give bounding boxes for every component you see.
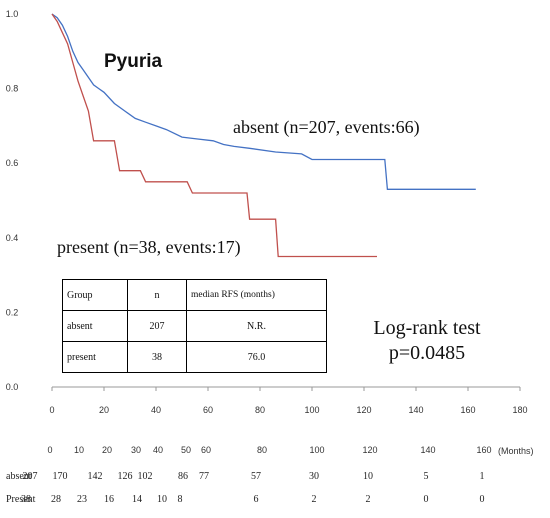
risk-count: 30 xyxy=(309,471,319,482)
x-tick-label: 0 xyxy=(49,405,54,415)
risk-time-label: 10 xyxy=(74,445,84,455)
y-tick-label: 0.6 xyxy=(6,158,19,168)
risk-count: 0 xyxy=(480,494,485,505)
chart-title: Pyuria xyxy=(104,51,163,72)
risk-count: 1 xyxy=(480,471,485,482)
x-tick-label: 140 xyxy=(408,405,423,415)
risk-count: 2 xyxy=(312,494,317,505)
y-tick-label: 0.4 xyxy=(6,233,19,243)
median-rfs-table: Group n median RFS (months) absent 207 N… xyxy=(62,279,327,373)
y-tick-label: 1.0 xyxy=(6,9,19,19)
table-cell-median: 76.0 xyxy=(186,341,327,373)
risk-count: 16 xyxy=(104,494,114,505)
risk-time-label: 0 xyxy=(47,445,52,455)
table-header-n: n xyxy=(127,279,187,311)
logrank-p: p=0.0485 xyxy=(388,342,466,364)
absent-series-line xyxy=(51,13,476,190)
y-tick-label: 0.2 xyxy=(6,307,19,317)
risk-count: 28 xyxy=(51,494,61,505)
risk-time-label: 160 xyxy=(476,445,491,455)
table-header-group: Group xyxy=(62,279,128,311)
risk-count: 23 xyxy=(77,494,87,505)
risk-count: 5 xyxy=(424,471,429,482)
risk-time-label: 140 xyxy=(420,445,435,455)
risk-count: 170 xyxy=(53,471,68,482)
risk-count: 102 xyxy=(138,471,153,482)
x-tick-label: 100 xyxy=(304,405,319,415)
table-header-row: Group n median RFS (months) xyxy=(62,279,327,311)
x-tick-label: 160 xyxy=(460,405,475,415)
risk-count: 10 xyxy=(157,494,167,505)
table-cell-group: present xyxy=(62,341,128,373)
risk-time-label: 80 xyxy=(257,445,267,455)
table-cell-median: N.R. xyxy=(186,310,327,342)
risk-time-label: 60 xyxy=(201,445,211,455)
x-tick-label: 60 xyxy=(203,405,213,415)
risk-count: 6 xyxy=(254,494,259,505)
table-header-median: median RFS (months) xyxy=(186,279,327,311)
present-series-line xyxy=(51,13,377,258)
x-tick-label: 80 xyxy=(255,405,265,415)
risk-count: 8 xyxy=(178,494,183,505)
risk-time-label: 40 xyxy=(153,445,163,455)
risk-time-label: 100 xyxy=(309,445,324,455)
table-cell-n: 38 xyxy=(127,341,187,373)
y-tick-label: 0.0 xyxy=(6,382,19,392)
risk-count: 10 xyxy=(363,471,373,482)
table-cell-n: 207 xyxy=(127,310,187,342)
x-tick-label: 20 xyxy=(99,405,109,415)
risk-time-label: 50 xyxy=(181,445,191,455)
table-row: present 38 76.0 xyxy=(62,341,327,373)
risk-time-label: 30 xyxy=(131,445,141,455)
x-tick-label: 40 xyxy=(151,405,161,415)
risk-row-label: Present xyxy=(6,494,36,505)
risk-count: 77 xyxy=(199,471,209,482)
table-row: absent 207 N.R. xyxy=(62,310,327,342)
logrank-annotation: Log-rank test p=0.0485 xyxy=(352,316,502,366)
risk-count: 2 xyxy=(366,494,371,505)
risk-time-label: 120 xyxy=(362,445,377,455)
risk-row-label: absent xyxy=(6,471,32,482)
risk-count: 126 xyxy=(118,471,133,482)
risk-count: 207 xyxy=(23,471,38,482)
risk-time-unit: (Months) xyxy=(498,446,534,456)
risk-count: 57 xyxy=(251,471,261,482)
table-cell-group: absent xyxy=(62,310,128,342)
risk-count: 38 xyxy=(21,494,31,505)
risk-time-label: 20 xyxy=(102,445,112,455)
risk-count: 14 xyxy=(132,494,142,505)
x-tick-label: 120 xyxy=(356,405,371,415)
present-label: present (n=38, events:17) xyxy=(57,237,241,258)
y-tick-label: 0.8 xyxy=(6,84,19,94)
x-tick-label: 180 xyxy=(512,405,527,415)
logrank-title: Log-rank test xyxy=(373,317,481,339)
absent-label: absent (n=207, events:66) xyxy=(233,117,420,138)
risk-count: 142 xyxy=(88,471,103,482)
risk-count: 86 xyxy=(178,471,188,482)
risk-count: 0 xyxy=(424,494,429,505)
